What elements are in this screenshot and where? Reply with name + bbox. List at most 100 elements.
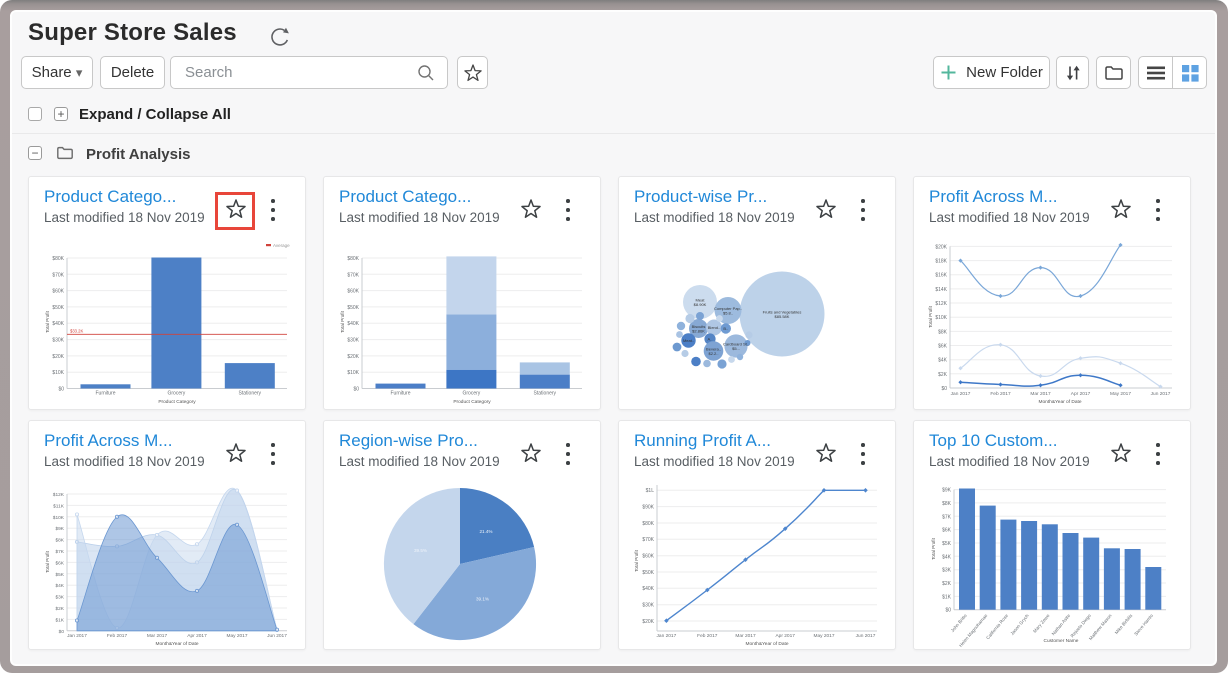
svg-text:$5...: $5...: [732, 346, 740, 351]
svg-text:$7K: $7K: [942, 514, 952, 520]
svg-text:$40K: $40K: [347, 321, 359, 327]
svg-text:$1K: $1K: [942, 594, 952, 600]
svg-text:$0: $0: [58, 387, 64, 393]
svg-text:Jan 2017: Jan 2017: [657, 633, 677, 639]
svg-text:$10K: $10K: [935, 315, 947, 321]
svg-text:$5.8..: $5.8..: [723, 310, 733, 315]
svg-text:$8.90K: $8.90K: [694, 302, 707, 307]
svg-text:Total Profit: Total Profit: [340, 310, 345, 332]
svg-text:B..: B..: [723, 326, 728, 331]
svg-text:Jun 2017: Jun 2017: [1151, 391, 1171, 397]
svg-text:Grocery: Grocery: [463, 391, 481, 397]
svg-text:$3K: $3K: [55, 595, 64, 601]
svg-text:Mar 2017: Mar 2017: [147, 633, 168, 639]
svg-text:$1L: $1L: [646, 488, 655, 494]
svg-text:Steve Hamlo: Steve Hamlo: [1133, 613, 1154, 637]
svg-text:$12K: $12K: [935, 301, 947, 307]
svg-text:$16K: $16K: [935, 273, 947, 279]
svg-text:$1K: $1K: [55, 617, 64, 623]
svg-text:$10K: $10K: [53, 515, 65, 521]
svg-text:$30K: $30K: [642, 603, 654, 609]
svg-text:Mar 2017: Mar 2017: [1030, 391, 1051, 397]
svg-text:Meat: Meat: [696, 297, 706, 302]
svg-text:Apr 2017: Apr 2017: [775, 633, 795, 639]
svg-text:$9K: $9K: [942, 488, 952, 494]
svg-text:Feb 2017: Feb 2017: [697, 633, 718, 639]
svg-text:$8K: $8K: [55, 538, 64, 544]
svg-text:$5K: $5K: [942, 541, 952, 547]
svg-text:$30K: $30K: [347, 338, 359, 344]
svg-text:$3K: $3K: [942, 568, 952, 574]
svg-text:39.5%: 39.5%: [414, 548, 427, 553]
svg-text:$70K: $70K: [642, 537, 654, 543]
svg-text:$40K: $40K: [642, 586, 654, 592]
svg-text:$8K: $8K: [938, 329, 948, 335]
svg-text:Apr 2017: Apr 2017: [187, 633, 207, 639]
svg-text:21.4%: 21.4%: [479, 529, 492, 534]
svg-text:Bevera..: Bevera..: [706, 346, 721, 351]
svg-text:Fruits and Vegetables: Fruits and Vegetables: [763, 309, 802, 314]
svg-text:Total Profit: Total Profit: [45, 310, 50, 332]
svg-text:Stationery: Stationery: [239, 391, 262, 397]
svg-text:Cardboard St..: Cardboard St..: [723, 341, 749, 346]
svg-text:$50K: $50K: [52, 305, 64, 311]
svg-text:$7K: $7K: [55, 549, 64, 555]
svg-text:John Britto: John Britto: [950, 613, 968, 633]
svg-text:$6K: $6K: [938, 344, 948, 350]
svg-text:$50K: $50K: [642, 570, 654, 576]
svg-text:$5K: $5K: [55, 572, 64, 578]
svg-text:$18K: $18K: [935, 259, 947, 265]
svg-text:May 2017: May 2017: [226, 633, 247, 639]
svg-text:$20K: $20K: [347, 354, 359, 360]
svg-text:$9K: $9K: [55, 526, 64, 532]
svg-text:Month&Year of Date: Month&Year of Date: [745, 641, 788, 647]
svg-text:$10K: $10K: [52, 370, 64, 376]
svg-text:Total Profit: Total Profit: [928, 305, 933, 327]
svg-text:Feb 2017: Feb 2017: [107, 633, 128, 639]
svg-text:$6K: $6K: [942, 528, 952, 534]
svg-text:$0: $0: [59, 629, 65, 635]
svg-text:$0: $0: [941, 386, 947, 392]
svg-text:$6K: $6K: [55, 560, 64, 566]
svg-text:$14K: $14K: [935, 287, 947, 293]
svg-text:Matthew Mason: Matthew Mason: [1088, 613, 1113, 641]
svg-text:Blend..: Blend..: [708, 325, 720, 330]
svg-text:39.1%: 39.1%: [476, 597, 489, 602]
svg-text:Mar 2017: Mar 2017: [735, 633, 756, 639]
svg-text:Mike Birbilis: Mike Birbilis: [1114, 613, 1134, 636]
svg-text:Nathan Astle: Nathan Astle: [1051, 613, 1072, 637]
svg-text:Product Category: Product Category: [158, 399, 196, 405]
svg-text:$11K: $11K: [53, 503, 65, 509]
svg-text:$2K: $2K: [942, 581, 952, 587]
svg-text:$4K: $4K: [55, 583, 64, 589]
svg-text:Jan 2017: Jan 2017: [951, 391, 971, 397]
svg-text:California Rose: California Rose: [985, 613, 1009, 641]
svg-text:Month&Year of Date: Month&Year of Date: [1038, 399, 1081, 405]
svg-text:May 2017: May 2017: [813, 633, 834, 639]
svg-text:$8K: $8K: [942, 501, 952, 507]
svg-text:$0: $0: [945, 608, 951, 614]
svg-text:$60K: $60K: [347, 289, 359, 295]
svg-text:Jan 2017: Jan 2017: [67, 633, 87, 639]
svg-text:Product Category: Product Category: [453, 399, 491, 405]
svg-text:Biscuits: Biscuits: [692, 324, 706, 329]
svg-text:Stationery: Stationery: [534, 391, 557, 397]
svg-text:$20K: $20K: [52, 354, 64, 360]
svg-text:Feb 2017: Feb 2017: [990, 391, 1011, 397]
svg-text:$2K: $2K: [938, 372, 948, 378]
svg-text:Total Profit: Total Profit: [634, 549, 639, 571]
svg-text:$4K: $4K: [942, 554, 952, 560]
svg-text:Furniture: Furniture: [95, 391, 115, 397]
svg-text:$80K: $80K: [642, 521, 654, 527]
svg-text:Month&Year of Date: Month&Year of Date: [155, 641, 198, 647]
svg-text:$2.86K: $2.86K: [692, 328, 705, 333]
svg-text:$60K: $60K: [52, 289, 64, 295]
svg-text:$85.58K: $85.58K: [775, 314, 790, 319]
svg-text:Jun 2017: Jun 2017: [267, 633, 287, 639]
svg-text:Total Profit: Total Profit: [931, 537, 936, 559]
svg-text:$70K: $70K: [347, 272, 359, 278]
svg-text:$2.2..: $2.2..: [708, 351, 718, 356]
svg-text:Mary Zewe: Mary Zewe: [1032, 613, 1051, 634]
svg-text:$4K: $4K: [938, 358, 948, 364]
svg-text:$20K: $20K: [935, 244, 947, 250]
